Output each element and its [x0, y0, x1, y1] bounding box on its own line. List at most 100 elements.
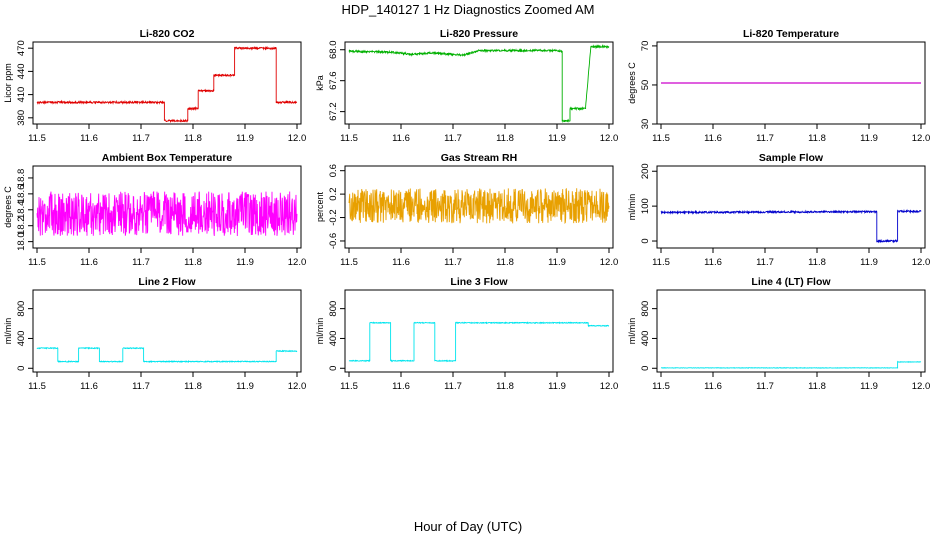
y-tick-label: 0: [640, 366, 651, 371]
plot-frame: [32, 165, 302, 249]
series-line: [348, 321, 610, 363]
x-tick-label: 11.8: [808, 381, 826, 392]
y-tick-label: 800: [328, 301, 339, 317]
x-tick-label: 11.6: [704, 257, 722, 268]
x-tick-label: 11.7: [444, 133, 462, 144]
x-tick-label: 11.5: [340, 257, 358, 268]
plot-frame: [344, 41, 614, 125]
chart-panel: Li-820 CO2 Licor ppm 11.5 11.6 11.7 11.8 11.9 1…: [3, 28, 306, 144]
panel-title: Li-820 Temperature: [743, 28, 839, 40]
x-tick-label: 11.9: [548, 381, 566, 392]
x-tick-label: 11.7: [756, 381, 774, 392]
y-tick-label: 380: [16, 110, 27, 126]
x-tick-label: 11.8: [496, 133, 514, 144]
series-line: [348, 187, 610, 224]
x-tick-label: 12.0: [288, 133, 307, 144]
x-tick-label: 11.8: [184, 133, 202, 144]
series-line: [660, 208, 922, 244]
plot-frame: [656, 41, 926, 125]
y-tick-label: 0.6: [328, 164, 339, 177]
x-tick-label: 11.6: [80, 257, 98, 268]
y-tick-label: 0: [328, 366, 339, 371]
y-tick-label: 800: [16, 301, 27, 317]
x-tick-label: 11.6: [392, 133, 410, 144]
x-tick-label: 12.0: [288, 257, 307, 268]
panel-title: Ambient Box Temperature: [102, 152, 233, 164]
y-tick-label: 70: [640, 41, 651, 52]
x-tick-label: 11.6: [80, 133, 98, 144]
x-tick-label: 11.6: [704, 133, 722, 144]
x-tick-label: 11.7: [444, 381, 462, 392]
y-axis-label: percent: [315, 191, 325, 222]
y-tick-label: 400: [640, 331, 651, 347]
series-line: [348, 43, 610, 124]
x-tick-label: 11.9: [860, 381, 878, 392]
x-tick-label: 11.7: [132, 133, 150, 144]
chart-panel: Line 4 (LT) Flow ml/min 11.5 11.6 11.7 11.8 11…: [627, 276, 930, 392]
x-tick-label: 11.8: [496, 381, 514, 392]
x-tick-label: 11.6: [392, 381, 410, 392]
panel-title: Gas Stream RH: [441, 152, 517, 164]
plot-frame: [656, 289, 926, 373]
chart-panel: Li-820 Pressure kPa 11.5 11.6 11.7 11.8 11.9 12…: [315, 28, 618, 144]
x-tick-label: 11.8: [184, 381, 202, 392]
x-tick-label: 11.6: [704, 381, 722, 392]
x-tick-label: 11.7: [756, 257, 774, 268]
y-tick-label: 0.2: [328, 188, 339, 201]
y-tick-label: 30: [640, 119, 651, 130]
y-tick-label: 800: [640, 301, 651, 317]
y-tick-label: 400: [16, 331, 27, 347]
x-tick-label: 11.7: [132, 257, 150, 268]
panel-title: Line 4 (LT) Flow: [751, 276, 831, 288]
panel-title: Li-820 CO2: [140, 28, 195, 40]
y-tick-label: 410: [16, 87, 27, 103]
panel-title: Line 3 Flow: [450, 276, 508, 288]
x-tick-label: 11.5: [340, 133, 358, 144]
x-tick-label: 11.5: [652, 257, 670, 268]
x-tick-label: 12.0: [912, 257, 931, 268]
plot-frame: [32, 289, 302, 373]
x-axis-label: Hour of Day (UTC): [414, 519, 522, 534]
x-tick-label: 11.7: [756, 133, 774, 144]
x-tick-label: 11.7: [444, 257, 462, 268]
x-tick-label: 12.0: [912, 133, 931, 144]
plot-frame: [32, 41, 302, 125]
y-tick-label: 400: [328, 331, 339, 347]
y-axis-label: ml/min: [627, 194, 637, 221]
y-axis-label: degrees C: [627, 62, 637, 104]
y-tick-label: 18.8: [16, 169, 27, 188]
x-tick-label: 11.6: [392, 257, 410, 268]
chart-panel: Gas Stream RH percent 11.5 11.6 11.7 11.8 11.9…: [315, 152, 618, 268]
y-tick-label: 470: [16, 40, 27, 56]
x-tick-label: 11.5: [652, 133, 670, 144]
series-line: [36, 46, 298, 124]
x-tick-label: 11.9: [860, 133, 878, 144]
chart-panels: Li-820 CO2 Licor ppm 11.5 11.6 11.7 11.8 11.9 1…: [3, 28, 930, 392]
chart-panel: Ambient Box Temperature degrees C 11.5 11.6…: [3, 152, 306, 268]
y-tick-label: 50: [640, 80, 651, 91]
y-axis-label: ml/min: [3, 318, 13, 345]
y-axis-label: kPa: [315, 75, 325, 91]
x-tick-label: 11.8: [184, 257, 202, 268]
x-tick-label: 12.0: [600, 133, 619, 144]
y-tick-label: 18.0: [16, 232, 27, 251]
chart-panel: Line 2 Flow ml/min 11.5 11.6 11.7 11.8 11.9 12.…: [3, 276, 306, 392]
plot-frame: [656, 165, 926, 249]
series-line: [36, 191, 298, 237]
x-tick-label: 11.5: [28, 133, 46, 144]
panel-title: Line 2 Flow: [138, 276, 196, 288]
y-tick-label: 67.2: [328, 102, 339, 121]
x-tick-label: 11.7: [132, 381, 150, 392]
y-tick-label: 100: [640, 198, 651, 214]
y-tick-label: -0.6: [328, 233, 339, 249]
x-tick-label: 11.9: [548, 257, 566, 268]
y-tick-label: 18.4: [16, 201, 27, 220]
x-tick-label: 11.9: [236, 257, 254, 268]
x-tick-label: 11.5: [28, 381, 46, 392]
series-line: [660, 360, 922, 369]
x-tick-label: 12.0: [600, 257, 619, 268]
plot-frame: [344, 289, 614, 373]
chart-panel: Line 3 Flow ml/min 11.5 11.6 11.7 11.8 11.9 12.…: [315, 276, 618, 392]
x-tick-label: 11.5: [340, 381, 358, 392]
